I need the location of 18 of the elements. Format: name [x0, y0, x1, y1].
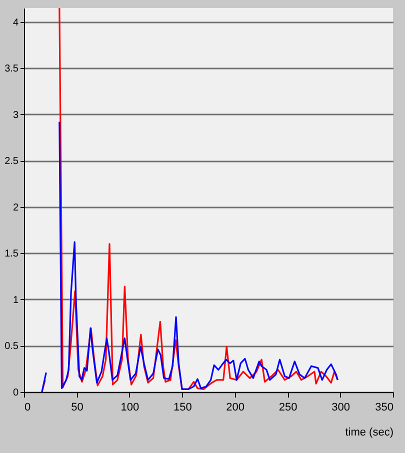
y-tick-label: 1.5	[4, 248, 19, 260]
x-tick-label: 50	[71, 402, 84, 414]
x-axis-title: time (sec)	[345, 426, 394, 438]
y-tick-label: 2.5	[4, 156, 19, 168]
x-tick-label: 150	[173, 402, 192, 414]
x-tick-label: 200	[226, 402, 245, 414]
x-tick-label: 0	[24, 402, 31, 414]
y-tick-label: 3	[12, 110, 19, 121]
y-tick-label: 1	[12, 294, 19, 306]
x-tick-label: 250	[278, 402, 298, 414]
x-tick-label: 100	[120, 402, 140, 414]
y-tick-label: 0	[12, 388, 19, 398]
y-tick-label: 2	[12, 202, 19, 214]
y-tick-label: 3.5	[4, 64, 19, 75]
y-tick-label: 4	[12, 17, 19, 28]
x-tick-label: 350	[375, 402, 394, 414]
y-tick-label: 0.5	[4, 341, 19, 352]
x-tick-label: 300	[332, 402, 350, 414]
